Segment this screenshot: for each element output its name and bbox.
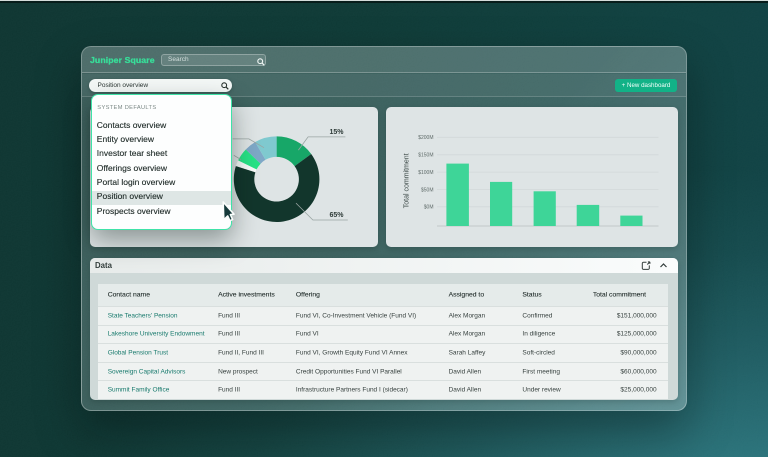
svg-text:15%: 15% [330,129,345,136]
svg-text:$0M: $0M [424,205,434,211]
svg-text:$150M: $150M [418,153,433,159]
svg-text:65%: 65% [330,212,345,219]
svg-text:$200M: $200M [418,135,433,141]
svg-text:Total commitment: Total commitment [404,153,411,208]
svg-text:$100M: $100M [418,170,433,176]
svg-text:$50M: $50M [421,187,434,193]
